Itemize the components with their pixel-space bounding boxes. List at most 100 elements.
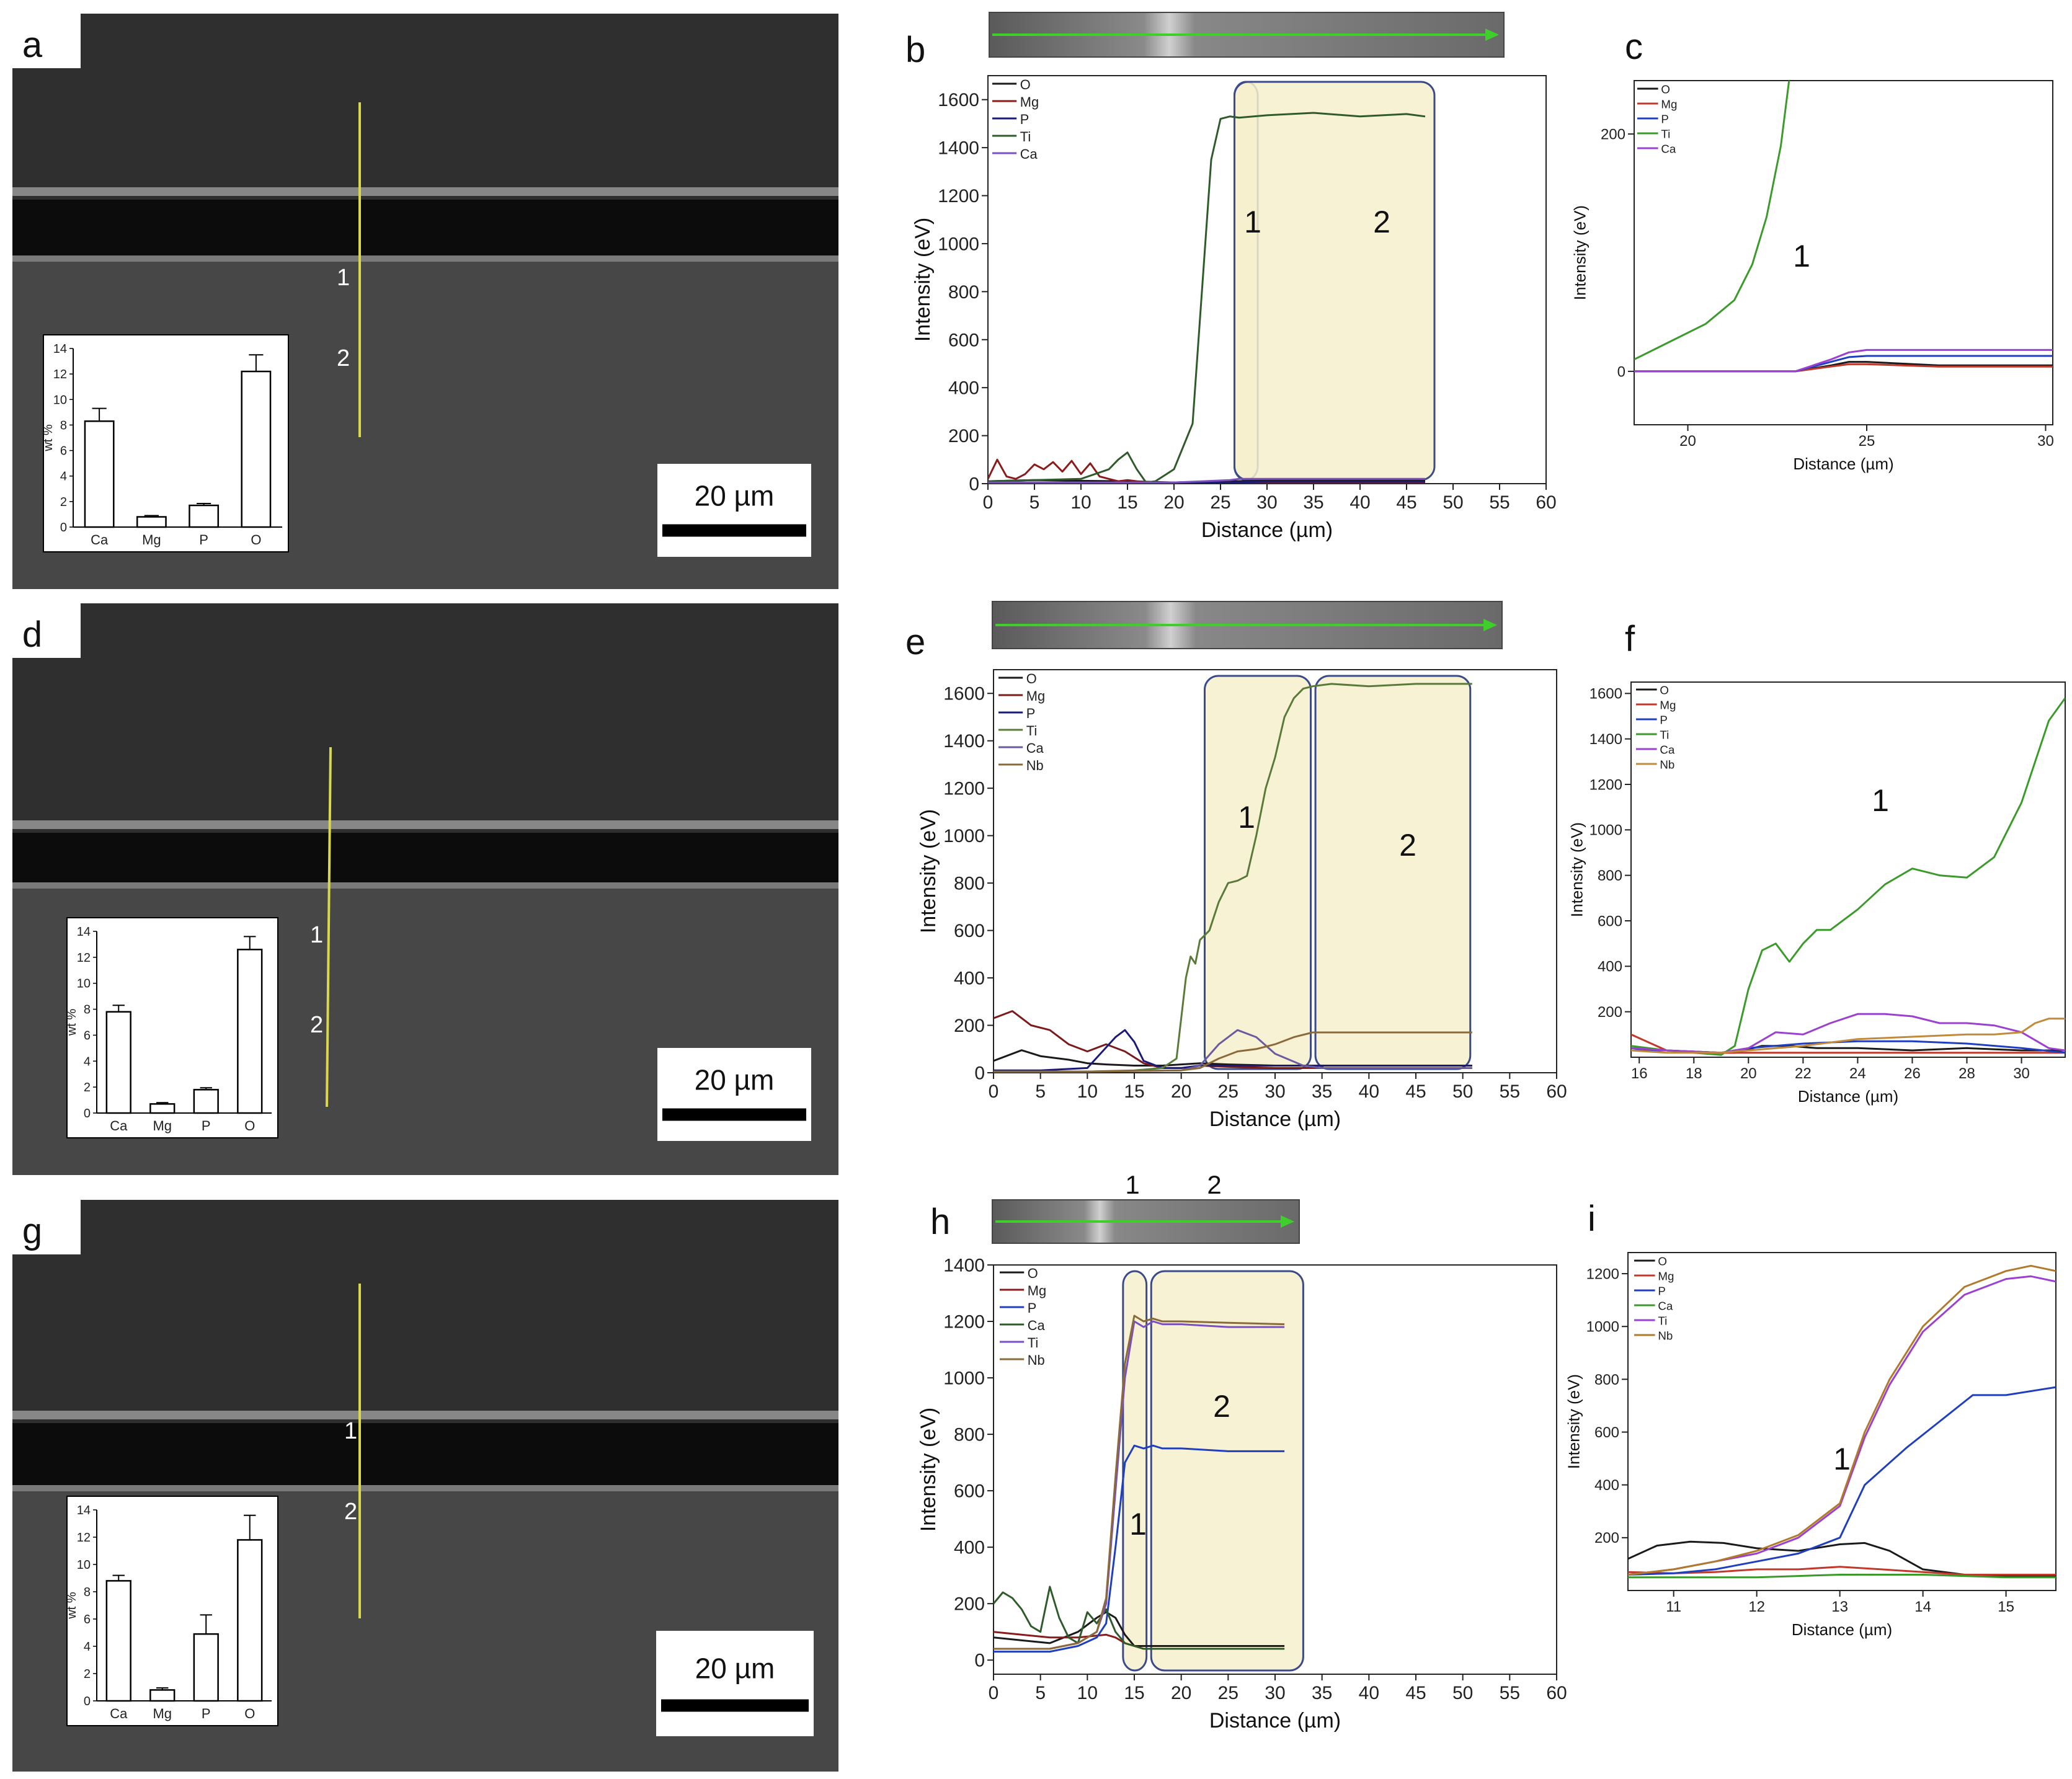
y-tick-label: 800	[954, 874, 985, 894]
inset-y-tick-label: 2	[84, 1667, 91, 1681]
inset-y-axis-label: wt %	[65, 1592, 79, 1620]
inset-y-tick-label: 10	[77, 977, 91, 991]
x-tick-label: 5	[1035, 1683, 1046, 1703]
scalebar-label: 20 µm	[695, 480, 775, 512]
sem-bright-edge	[12, 820, 838, 829]
inset-y-tick-label: 6	[84, 1613, 91, 1626]
zone-label-2: 2	[1399, 828, 1416, 863]
inset-bar-Ca	[105, 1011, 131, 1114]
legend-label-Ti: Ti	[1660, 729, 1669, 742]
sem-upper-region	[12, 603, 838, 833]
y-tick-label: 200	[954, 1016, 985, 1036]
x-tick-label: 5	[1029, 492, 1040, 513]
x-tick-label: 12	[1748, 1599, 1765, 1615]
x-tick-label: 35	[1303, 492, 1323, 513]
scalebar-box	[657, 1048, 811, 1141]
legend-label-P: P	[1020, 112, 1029, 127]
legend-label-Ti: Ti	[1026, 723, 1037, 739]
chart-i: i 11 12 13 14 15 200 400 600 800 1000 1200 Distance …	[1565, 1199, 2056, 1639]
scalebar-label: 20 µm	[695, 1064, 775, 1096]
inset-y-tick-label: 6	[60, 445, 67, 458]
inset-bar-O	[237, 1539, 263, 1702]
inset-bar-Mg	[149, 1103, 176, 1114]
x-tick-label: 30	[1256, 492, 1277, 513]
inset-y-tick-label: 4	[84, 1640, 91, 1654]
legend-label-Mg: Mg	[1028, 1283, 1046, 1298]
y-tick-label: 800	[948, 282, 979, 303]
plot-frame	[1627, 1252, 2056, 1591]
x-tick-label: 55	[1489, 492, 1510, 513]
inset-x-tick-label: P	[202, 1118, 211, 1134]
panel-letter: b	[905, 30, 925, 70]
sem-dark-gap	[12, 833, 838, 882]
x-tick-label: 60	[1546, 1683, 1567, 1703]
inset-y-tick-label: 6	[84, 1029, 91, 1042]
legend-label-Ca: Ca	[1660, 743, 1675, 756]
y-axis-label: Intensity (eV)	[911, 218, 935, 342]
series-line-Nb	[994, 1315, 1285, 1650]
inset-bar-P	[193, 1633, 219, 1702]
inset-bar-P	[189, 504, 220, 528]
x-tick-label: 60	[1536, 492, 1556, 513]
inset-bar-Ca	[105, 1580, 131, 1702]
x-tick-label: 26	[1904, 1065, 1921, 1082]
y-tick-label: 0	[969, 474, 979, 495]
sem-coating-layer	[12, 882, 838, 889]
y-tick-label: 1000	[943, 826, 985, 846]
inset-y-tick-label: 12	[77, 1531, 91, 1545]
x-tick-label: 20	[1740, 1065, 1757, 1082]
legend-label-Nb: Nb	[1660, 758, 1674, 771]
x-tick-label: 13	[1831, 1599, 1848, 1615]
y-tick-label: 200	[1601, 126, 1625, 143]
inset-y-tick-label: 8	[84, 1003, 91, 1017]
zone-label-1: 1	[1238, 800, 1255, 835]
y-tick-label: 1200	[1590, 776, 1622, 793]
legend-label-Ca: Ca	[1026, 740, 1044, 756]
panel-letter: d	[22, 614, 42, 655]
scalebar-box	[657, 464, 811, 557]
panel-letter: g	[22, 1211, 42, 1251]
strip-label-2: 2	[1207, 1170, 1221, 1199]
scalebar-bar	[661, 1699, 809, 1712]
scalebar-bar	[662, 1108, 806, 1121]
x-tick-label: 50	[1452, 1081, 1473, 1102]
inset-y-tick-label: 14	[53, 342, 67, 356]
legend-label-O: O	[1660, 684, 1669, 697]
legend-label-Mg: Mg	[1658, 1270, 1674, 1283]
x-tick-label: 18	[1686, 1065, 1702, 1082]
series-line-Ti	[988, 112, 1426, 484]
legend-label-Ca: Ca	[1020, 146, 1038, 162]
scalebar-label: 20 µm	[695, 1653, 775, 1685]
inset-bar-Mg	[149, 1689, 176, 1702]
y-tick-label: 1000	[1586, 1319, 1619, 1336]
zone-label-2: 2	[1373, 205, 1390, 239]
legend-label-Ca: Ca	[1028, 1318, 1046, 1333]
sem-dark-gap	[12, 200, 838, 255]
zone-box-2	[1150, 1270, 1304, 1672]
y-tick-label: 400	[948, 378, 979, 399]
legend-label-Ti: Ti	[1020, 129, 1031, 144]
x-tick-label: 25	[1859, 433, 1875, 450]
x-tick-label: 60	[1546, 1081, 1567, 1102]
sem-upper-region	[12, 1200, 838, 1423]
legend-label-Mg: Mg	[1660, 699, 1676, 712]
zone-label-1: 1	[337, 265, 350, 291]
series-line-P	[1628, 1386, 2056, 1576]
series-line-Ca	[1628, 1574, 2056, 1579]
y-tick-label: 1200	[943, 1312, 985, 1333]
x-tick-label: 22	[1795, 1065, 1812, 1082]
x-tick-label: 55	[1500, 1081, 1520, 1102]
y-tick-label: 400	[1594, 1477, 1619, 1494]
x-tick-label: 25	[1210, 492, 1230, 513]
zone-label-1: 1	[344, 1418, 357, 1444]
y-tick-label: 200	[1598, 1004, 1622, 1021]
plot-frame	[1630, 681, 2066, 1058]
inset-y-tick-label: 4	[84, 1055, 91, 1068]
inset-y-tick-label: 10	[53, 393, 67, 407]
x-tick-label: 0	[983, 492, 994, 513]
inset-y-tick-label: 10	[77, 1558, 91, 1572]
inset-y-tick-label: 8	[60, 419, 67, 432]
scalebar-bar	[662, 524, 806, 537]
inset-x-tick-label: Mg	[153, 1706, 172, 1721]
series-line-Ti	[1631, 697, 2065, 1056]
